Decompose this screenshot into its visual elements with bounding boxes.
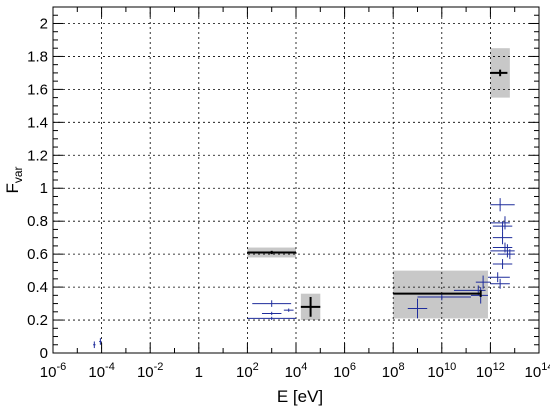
x-tick-label-base: 10 — [88, 364, 105, 381]
blue-data-point — [492, 259, 513, 269]
y-tick-labels: 0 0.2 0.4 0.6 0.8 1 1.2 1.4 1.6 1.8 2 — [27, 15, 48, 362]
black-series-layer — [247, 69, 508, 317]
tick-layer — [52, 6, 540, 354]
x-tick-label-exponent: 10 — [444, 361, 456, 373]
y-tick-label: 1 — [40, 180, 48, 197]
x-tick-label: 1010 — [427, 361, 456, 381]
x-tick-label-exponent: 6 — [350, 361, 356, 373]
y-axis-title: Fvar — [3, 166, 25, 193]
black-data-point — [247, 250, 296, 255]
x-tick-label: 1012 — [476, 361, 505, 381]
y-tick-label: 0 — [40, 345, 48, 362]
y-tick-label: 1.8 — [27, 48, 48, 65]
grid-layer — [53, 7, 539, 353]
x-tick-label-exponent: 12 — [493, 361, 505, 373]
y-axis-title-main: F — [3, 183, 22, 193]
x-tick-label-base: 10 — [333, 364, 350, 381]
blue-data-point — [490, 198, 515, 212]
blue-data-point — [283, 308, 294, 312]
x-tick-label-exponent: -6 — [56, 361, 66, 373]
y-tick-label: 2 — [40, 15, 48, 32]
x-tick-label-base: 10 — [427, 364, 444, 381]
x-tick-label-exponent: -2 — [154, 361, 164, 373]
x-tick-label: 106 — [333, 361, 356, 381]
blue-data-point — [490, 216, 510, 230]
x-tick-label: 10-2 — [137, 361, 163, 381]
blue-data-point — [490, 278, 510, 289]
black-data-point — [300, 296, 321, 317]
x-tick-label-exponent: -4 — [105, 361, 115, 373]
x-tick-label-base: 10 — [525, 364, 542, 381]
x-tick-label-base: 10 — [285, 364, 302, 381]
x-axis-title: E [eV] — [277, 387, 323, 406]
black-data-point — [490, 69, 508, 77]
x-tick-label-exponent: 2 — [253, 361, 259, 373]
x-tick-label-exponent: 4 — [301, 361, 307, 373]
blue-data-point — [99, 338, 102, 345]
blue-data-point — [261, 311, 282, 316]
blue-data-point — [417, 293, 471, 301]
blue-data-point — [475, 275, 491, 289]
x-tick-label: 1 — [195, 364, 203, 381]
blue-data-point — [497, 249, 515, 260]
x-tick-label: 10-6 — [40, 361, 66, 381]
x-tick-label-exponent: 8 — [398, 361, 404, 373]
x-tick-label-exponent: 14 — [541, 361, 550, 373]
y-tick-label: 1.4 — [27, 114, 48, 131]
x-tick-label: 108 — [382, 361, 405, 381]
blue-data-point — [490, 244, 515, 258]
blue-data-point — [93, 341, 96, 349]
blue-data-point — [492, 221, 513, 232]
x-tick-label-base: 1 — [195, 364, 203, 381]
x-tick-label-base: 10 — [476, 364, 493, 381]
x-tick-label: 1014 — [525, 361, 550, 381]
y-tick-label: 0.6 — [27, 246, 48, 263]
y-tick-label: 0.8 — [27, 213, 48, 230]
x-tick-label-base: 10 — [382, 364, 399, 381]
y-tick-label: 1.6 — [27, 81, 48, 98]
x-tick-label-base: 10 — [40, 364, 57, 381]
y-tick-label: 0.4 — [27, 279, 48, 296]
blue-data-point — [487, 272, 510, 283]
x-tick-label-base: 10 — [236, 364, 253, 381]
blue-data-point — [247, 316, 296, 321]
blue-data-point — [492, 231, 513, 245]
y-tick-label: 1.2 — [27, 147, 48, 164]
x-tick-label: 102 — [236, 361, 259, 381]
black-data-point — [393, 290, 482, 297]
y-axis-title-sub: var — [11, 166, 25, 183]
x-tick-label: 10-4 — [88, 361, 114, 381]
blue-data-point — [252, 300, 292, 307]
x-tick-labels: 10-610-410-21102104106108101010121014 — [40, 361, 550, 381]
x-tick-label: 104 — [285, 361, 308, 381]
x-tick-label-base: 10 — [137, 364, 154, 381]
y-tick-label: 0.2 — [27, 312, 48, 329]
blue-data-point — [407, 298, 428, 319]
